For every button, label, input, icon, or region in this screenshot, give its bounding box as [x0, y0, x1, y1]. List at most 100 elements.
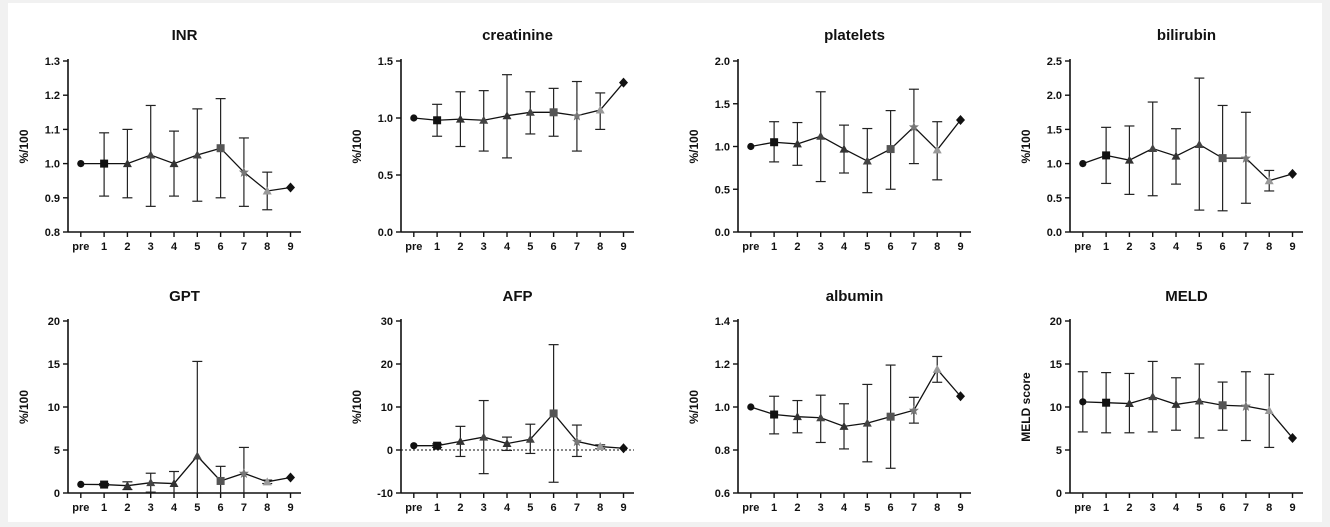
x-tick-label: 3 — [818, 241, 824, 253]
data-point-marker — [1264, 176, 1274, 185]
data-point-marker — [1194, 396, 1204, 405]
data-point-marker — [1264, 405, 1274, 414]
x-tick-label: 8 — [934, 502, 940, 514]
x-tick-label: 5 — [864, 241, 870, 253]
y-tick-label: 0 — [54, 488, 60, 500]
y-tick-label: 1.0 — [715, 142, 730, 154]
x-tick-label: 4 — [841, 502, 848, 514]
y-tick-label: 10 — [1050, 402, 1062, 414]
data-point-marker — [571, 436, 582, 447]
data-point-marker — [77, 480, 85, 488]
y-tick-label: 1.2 — [45, 90, 60, 102]
data-point-marker — [479, 115, 489, 124]
y-axis-label: %/100 — [1019, 129, 1033, 163]
data-point-marker — [792, 139, 802, 148]
data-point-marker — [839, 421, 849, 430]
chart-title: albumin — [826, 288, 884, 305]
data-point-marker — [1194, 139, 1204, 148]
chart-panel-inr: INR %/100 0.8 0.9 1.0 1.1 1.2 1.3 pre 1 2 3 4 5 6 7 8 9 — [17, 27, 301, 253]
x-tick-label: pre — [405, 241, 422, 253]
x-tick-label: 6 — [1220, 241, 1226, 253]
y-axis-label: %/100 — [350, 129, 364, 163]
data-point-marker — [862, 418, 872, 427]
y-tick-label: 5 — [1056, 445, 1062, 457]
y-axis-label: %/100 — [17, 129, 31, 163]
y-tick-label: 2.0 — [1047, 90, 1062, 102]
data-point-marker — [932, 145, 942, 154]
y-tick-label: -10 — [377, 488, 393, 500]
x-tick-label: 2 — [457, 241, 463, 253]
data-point-marker — [525, 434, 535, 443]
x-tick-label: 2 — [1126, 241, 1132, 253]
y-tick-label: 0.5 — [1047, 193, 1062, 205]
data-point-marker — [525, 107, 535, 116]
y-tick-label: 1.0 — [45, 159, 60, 171]
data-point-marker — [192, 150, 202, 159]
data-point-marker — [792, 412, 802, 421]
x-tick-label: 1 — [1103, 502, 1109, 514]
x-tick-label: 6 — [1220, 502, 1226, 514]
data-point-marker — [747, 142, 755, 151]
data-point-marker — [1102, 398, 1111, 407]
chart-panel-platelets: platelets %/100 0.0 0.5 1.0 1.5 2.0 pre 1 2 3 4 5 6 7 8… — [687, 27, 971, 253]
data-point-marker — [1218, 401, 1227, 410]
chart-title: INR — [172, 27, 198, 44]
y-tick-label: 10 — [48, 402, 60, 414]
x-tick-label: 9 — [1289, 241, 1295, 253]
x-tick-label: 1 — [434, 241, 440, 253]
y-tick-label: 15 — [48, 359, 60, 371]
chart-panel-albumin: albumin %/100 0.6 0.8 1.0 1.2 1.4 pre 1 2 3 4 5 6 7 8 9 — [687, 288, 971, 514]
x-tick-label: 4 — [1173, 241, 1180, 253]
x-tick-label: 5 — [194, 241, 200, 253]
data-point-marker — [262, 477, 272, 486]
x-tick-label: 7 — [574, 502, 580, 514]
y-tick-label: 0.9 — [45, 193, 60, 205]
x-tick-label: 8 — [934, 241, 940, 253]
data-point-marker — [479, 432, 489, 441]
data-point-marker — [908, 405, 919, 416]
x-tick-label: 9 — [287, 502, 293, 514]
y-tick-label: 10 — [381, 402, 393, 414]
y-tick-label: 20 — [381, 359, 393, 371]
y-axis-label: %/100 — [350, 390, 364, 424]
data-point-marker — [410, 114, 418, 122]
data-point-marker — [238, 468, 249, 479]
y-tick-label: 0.5 — [378, 170, 393, 182]
y-tick-label: 1.5 — [1047, 124, 1062, 136]
data-point-marker — [216, 144, 225, 153]
data-point-marker — [908, 121, 919, 132]
x-tick-label: 7 — [574, 241, 580, 253]
y-tick-label: 1.5 — [715, 99, 730, 111]
y-tick-label: 1.0 — [378, 113, 393, 125]
x-tick-label: 5 — [527, 241, 533, 253]
x-tick-label: 2 — [1126, 502, 1132, 514]
x-tick-label: 3 — [481, 241, 487, 253]
data-point-marker — [1148, 144, 1158, 153]
data-point-marker — [1102, 151, 1111, 160]
x-tick-label: 3 — [148, 502, 154, 514]
data-point-marker — [770, 138, 779, 147]
x-tick-label: 6 — [551, 241, 557, 253]
data-point-marker — [956, 114, 966, 125]
y-tick-label: 5 — [54, 445, 60, 457]
chart-title: AFP — [503, 288, 533, 305]
x-tick-label: 8 — [597, 502, 603, 514]
x-tick-label: 4 — [504, 502, 511, 514]
data-point-marker — [1148, 392, 1158, 401]
data-point-marker — [238, 167, 249, 177]
chart-panel-bilirubin: bilirubin %/100 0.0 0.5 1.0 1.5 2.0 2.5 pre 1 2 3 4 5… — [1019, 27, 1303, 253]
y-tick-label: 20 — [1050, 316, 1062, 328]
data-point-marker — [1079, 160, 1087, 168]
x-tick-label: 8 — [597, 241, 603, 253]
data-point-marker — [816, 413, 826, 422]
x-tick-label: 1 — [1103, 241, 1109, 253]
data-point-marker — [1079, 398, 1087, 406]
x-tick-label: pre — [742, 502, 759, 514]
chart-title: creatinine — [482, 27, 553, 44]
data-point-marker — [862, 156, 872, 165]
data-point-marker — [932, 364, 942, 373]
data-point-marker — [122, 159, 132, 168]
y-tick-label: 0.6 — [715, 488, 730, 500]
x-tick-label: 1 — [771, 502, 777, 514]
x-tick-label: 7 — [1243, 502, 1249, 514]
